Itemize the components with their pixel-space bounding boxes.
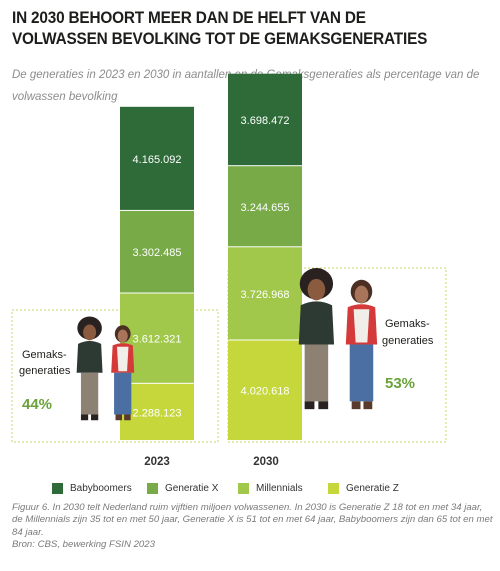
people-illustration-2030 <box>298 268 378 410</box>
people-illustration-2023 <box>76 316 135 421</box>
x-tick-label-2023: 2023 <box>144 456 170 468</box>
legend-swatch-babyboomers <box>52 482 63 494</box>
bar-value-label-2023-generatie-z: 2.288.123 <box>133 407 182 419</box>
figure-source: Bron: CBS, bewerking FSIN 2023 <box>12 539 155 551</box>
bar-segment-2030-millennials <box>228 247 302 340</box>
legend-item-millennials: Millennials <box>238 481 303 495</box>
bar-segment-2030-generatie-z <box>228 340 302 440</box>
legend-label-generatie-x: Generatie X <box>165 482 219 494</box>
legend-item-generatie-z: Generatie Z <box>328 481 399 495</box>
legend-label-generatie-z: Generatie Z <box>346 482 399 494</box>
bar-value-label-2023-babyboomers: 4.165.092 <box>133 154 182 166</box>
bar-value-label-2023-generatie-x: 3.302.485 <box>133 247 182 259</box>
bar-segment-2023-generatie-x <box>120 210 194 293</box>
legend-swatch-generatie-z <box>328 482 339 494</box>
chart-legend: Babyboomers Generatie X Millennials Gene… <box>52 481 472 495</box>
legend-label-babyboomers: Babyboomers <box>70 482 132 494</box>
x-tick-label-2030: 2030 <box>253 456 279 468</box>
bar-segment-2023-babyboomers <box>120 106 194 210</box>
figure-caption: Figuur 6. In 2030 telt Nederland ruim vi… <box>12 502 494 552</box>
gemaksgeneraties-pct-2023: 44% <box>22 396 52 413</box>
gemaksgeneraties-annotation-2030: Gemaks- generaties 53% <box>382 318 434 392</box>
gemaksgeneraties-label-2030-line1: Gemaks- <box>385 318 430 330</box>
bar-segment-2030-babyboomers <box>228 73 302 166</box>
bar-value-label-2030-babyboomers: 3.698.472 <box>241 115 290 127</box>
bar-value-label-2023-millennials: 3.612.321 <box>133 334 182 346</box>
chart-title: IN 2030 BEHOORT MEER DAN DE HELFT VAN DE… <box>12 9 428 48</box>
gemaksgeneraties-label-2023-line2: generaties <box>19 365 71 377</box>
legend-item-generatie-x: Generatie X <box>147 481 218 495</box>
bar-segment-2030-generatie-x <box>228 166 302 247</box>
bar-value-label-2030-generatie-z: 4.020.618 <box>241 386 290 398</box>
legend-swatch-generatie-x <box>147 482 158 494</box>
gemaksgeneraties-pct-2030: 53% <box>385 375 415 392</box>
bar-segment-2023-generatie-z <box>120 383 194 440</box>
bar-value-label-2030-generatie-x: 3.244.655 <box>241 202 290 214</box>
legend-swatch-millennials <box>238 482 249 494</box>
gemaksgeneraties-label-2030-line2: generaties <box>382 335 434 347</box>
legend-label-millennials: Millennials <box>256 482 303 494</box>
gemaksgeneraties-annotation-2023: Gemaks- generaties 44% <box>19 349 71 413</box>
gemaksgeneraties-frame-2023 <box>11 309 219 443</box>
bar-value-label-2030-millennials: 3.726.968 <box>241 289 290 301</box>
stacked-bar-chart: 2.288.123 3.612.321 3.302.485 4.165.092 4.02… <box>11 73 447 468</box>
legend-item-babyboomers: Babyboomers <box>52 481 132 495</box>
gemaksgeneraties-label-2023-line1: Gemaks- <box>22 349 67 361</box>
bars-layer: 2.288.123 3.612.321 3.302.485 4.165.092 4.02… <box>120 73 302 440</box>
figure-note: Figuur 6. In 2030 telt Nederland ruim vi… <box>12 502 493 538</box>
